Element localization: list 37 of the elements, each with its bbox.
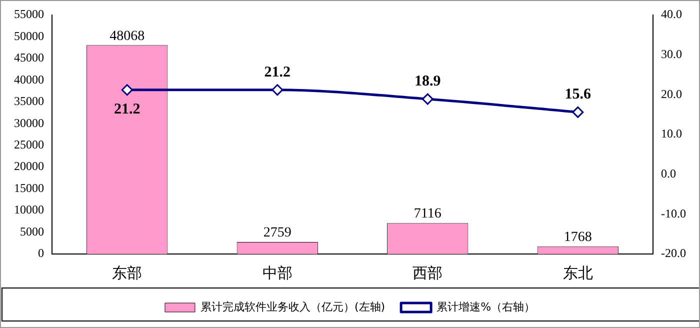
y-tick-label: 20000 (14, 159, 44, 174)
y-tick-label: 0 (38, 246, 44, 260)
point (572, 106, 584, 118)
data-label: 21.2 (114, 101, 140, 118)
legend-label: 累计增速%（右轴） (436, 300, 536, 314)
data-label: 48068 (110, 28, 145, 44)
y-tick-label: 40000 (14, 72, 44, 86)
x-tick-label: 西部 (412, 264, 443, 282)
y2-tick-label: -20.0 (661, 246, 686, 260)
y2-tick-label: 0.0 (661, 166, 676, 180)
y2-tick-label: 20.0 (661, 86, 682, 101)
y2-tick-label: -10.0 (661, 206, 686, 220)
y-tick-label: 55000 (14, 7, 44, 22)
y-tick-label: 35000 (14, 94, 44, 108)
y2-tick-label: 30.0 (661, 46, 682, 61)
y-tick-label: 25000 (14, 138, 44, 152)
data-label: 2759 (263, 226, 292, 241)
y2-tick-label: 40.0 (661, 7, 682, 22)
data-label: 15.6 (564, 86, 592, 103)
y-tick-label: 10000 (14, 202, 44, 217)
y-tick-label: 50000 (14, 28, 44, 43)
x-tick-label: 东北 (562, 264, 593, 282)
point (272, 84, 284, 96)
y-tick-label: 5000 (20, 224, 44, 238)
data-label: 21.2 (264, 64, 290, 80)
point (121, 84, 133, 96)
point (422, 93, 434, 105)
y-tick-label: 15000 (14, 180, 44, 195)
y-tick-label: 45000 (14, 50, 44, 65)
x-tick-label: 中部 (262, 264, 292, 282)
data-label: 7116 (414, 206, 442, 222)
data-label: 18.9 (414, 73, 441, 90)
legend-label: 累计完成软件业务收入（亿元）(左轴) (200, 300, 386, 314)
y-tick-label: 30000 (14, 116, 44, 130)
y2-tick-label: 10.0 (661, 126, 682, 141)
data-label: 1768 (564, 230, 592, 245)
x-tick-label: 东部 (112, 264, 142, 282)
